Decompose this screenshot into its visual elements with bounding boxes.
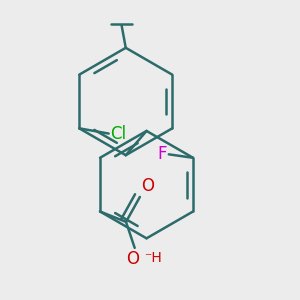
Text: F: F [158, 145, 167, 163]
Text: ⁻H: ⁻H [144, 250, 162, 265]
Text: O: O [142, 177, 154, 195]
Text: Cl: Cl [110, 124, 127, 142]
Text: O: O [126, 250, 140, 268]
